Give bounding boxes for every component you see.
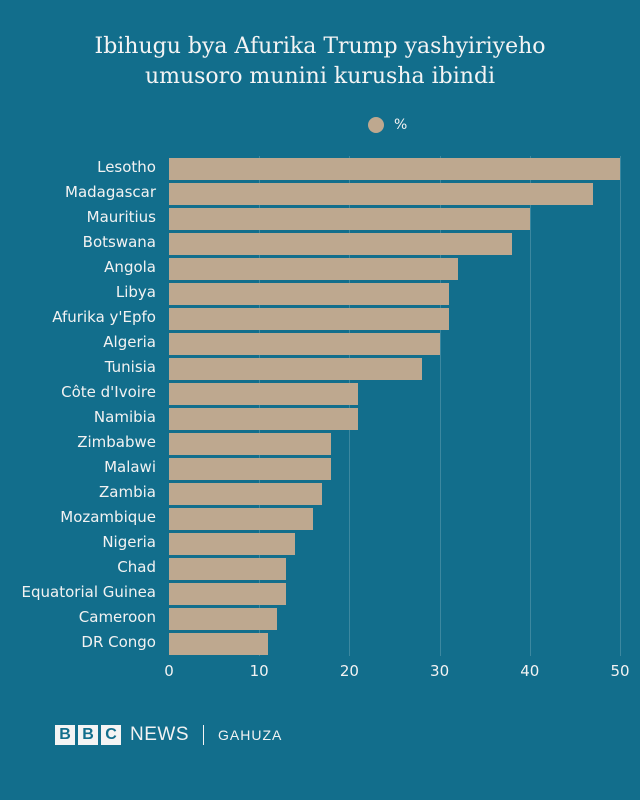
- bar: [169, 383, 359, 405]
- bar: [169, 408, 359, 430]
- bar-row: DR Congo: [0, 631, 640, 656]
- category-label: Botswana: [82, 233, 156, 251]
- category-label: Libya: [115, 283, 156, 301]
- category-label: Equatorial Guinea: [21, 583, 156, 601]
- x-tick-label: 40: [520, 662, 540, 680]
- x-tick-label: 30: [430, 662, 450, 680]
- legend-label: %: [394, 117, 408, 133]
- bar: [169, 283, 449, 305]
- bar: [169, 558, 287, 580]
- bar: [169, 258, 458, 280]
- category-label: Chad: [117, 558, 156, 576]
- bar: [169, 458, 332, 480]
- bbc-letter-c: C: [101, 725, 121, 745]
- category-label: Cameroon: [78, 608, 156, 626]
- bar-row: Mauritius: [0, 206, 640, 231]
- category-label: Mozambique: [60, 508, 156, 526]
- bar: [169, 233, 512, 255]
- bar-row: Equatorial Guinea: [0, 581, 640, 606]
- bar-row: Mozambique: [0, 506, 640, 531]
- plot-area: Lesotho Madagascar Mauritius Botswana Angola…: [22, 156, 621, 656]
- bar-row: Afurika y'Epfo: [0, 306, 640, 331]
- logo-divider: [203, 725, 204, 745]
- bar: [169, 583, 287, 605]
- bar-row: Lesotho: [0, 156, 640, 181]
- bar-row: Malawi: [0, 456, 640, 481]
- bar: [169, 508, 314, 530]
- bar: [169, 433, 332, 455]
- bar: [169, 483, 323, 505]
- category-label: DR Congo: [81, 633, 156, 651]
- bar: [169, 308, 449, 330]
- category-label: Lesotho: [97, 158, 156, 176]
- x-tick-label: 10: [249, 662, 269, 680]
- bar-row: Namibia: [0, 406, 640, 431]
- category-label: Algeria: [103, 333, 156, 351]
- bar: [169, 158, 620, 180]
- category-label: Malawi: [104, 458, 156, 476]
- category-label: Angola: [104, 258, 156, 276]
- bar-row: Cameroon: [0, 606, 640, 631]
- bar-row: Zambia: [0, 481, 640, 506]
- category-label: Namibia: [93, 408, 156, 426]
- category-label: Zambia: [99, 483, 156, 501]
- gridline: [529, 156, 531, 656]
- bar: [169, 608, 278, 630]
- bar-row: Chad: [0, 556, 640, 581]
- bar: [169, 633, 269, 655]
- bar-row: Côte d'Ivoire: [0, 381, 640, 406]
- category-label: Afurika y'Epfo: [52, 308, 156, 326]
- bar-row: Zimbabwe: [0, 431, 640, 456]
- category-label: Madagascar: [65, 183, 156, 201]
- category-label: Côte d'Ivoire: [61, 383, 156, 401]
- bbc-letter-b1: B: [55, 725, 75, 745]
- chart-title: Ibihugu bya Afurika Trump yashyiriyeho u…: [0, 32, 640, 92]
- bar-row: Algeria: [0, 331, 640, 356]
- bar: [169, 183, 593, 205]
- bar-row: Madagascar: [0, 181, 640, 206]
- category-label: Nigeria: [102, 533, 156, 551]
- bar-row: Botswana: [0, 231, 640, 256]
- bar: [169, 333, 440, 355]
- service-name: GAHUZA: [218, 727, 283, 743]
- bar-row: Libya: [0, 281, 640, 306]
- news-wordmark: NEWS: [130, 724, 189, 745]
- legend-swatch-icon: [368, 117, 384, 133]
- category-label: Mauritius: [86, 208, 156, 226]
- gridline: [349, 156, 351, 656]
- bbc-letter-b2: B: [78, 725, 98, 745]
- bar: [169, 533, 296, 555]
- legend: %: [368, 117, 407, 133]
- chart-title-line-1: Ibihugu bya Afurika Trump yashyiriyeho: [94, 34, 546, 59]
- bar-row: Nigeria: [0, 531, 640, 556]
- chart-title-line-2: umusoro munini kurusha ibindi: [144, 64, 496, 89]
- bar: [169, 208, 530, 230]
- bar-row: Angola: [0, 256, 640, 281]
- bar-row: Tunisia: [0, 356, 640, 381]
- gridline: [439, 156, 441, 656]
- x-tick-label: 20: [339, 662, 359, 680]
- category-label: Zimbabwe: [77, 433, 156, 451]
- bbc-news-logo: B B C NEWS GAHUZA: [55, 724, 282, 746]
- gridline: [620, 156, 621, 656]
- x-tick-label: 50: [610, 662, 630, 680]
- bar: [169, 358, 422, 380]
- x-tick-label: 0: [164, 662, 174, 680]
- gridline: [259, 156, 261, 656]
- category-label: Tunisia: [104, 358, 156, 376]
